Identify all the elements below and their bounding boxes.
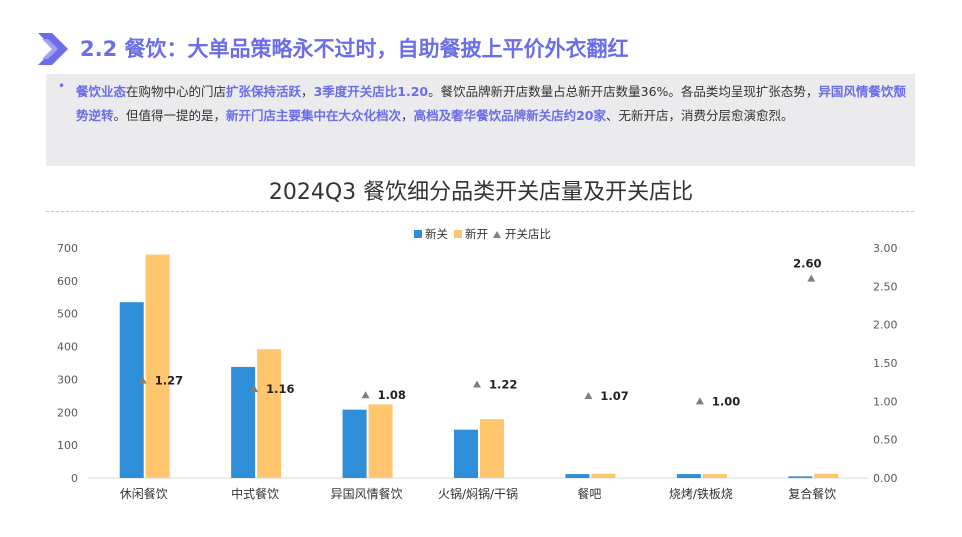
summary-part: 扩张保持活跃 [226,84,302,99]
right-axis-tick-label: 1.00 [873,395,898,408]
left-axis-tick-label: 700 [57,242,78,255]
left-axis-tick-label: 600 [57,275,78,288]
ratio-data-label: 1.16 [266,382,294,396]
x-axis-category-label: 异国风情餐饮 [331,486,403,501]
ratio-data-label: 2.60 [793,257,821,271]
left-axis-tick-label: 400 [57,341,78,354]
bar-new-close [342,409,367,478]
ratio-marker [250,385,259,393]
page-title: 2.2 餐饮：大单品策略永不过时，自助餐披上平价外衣翻红 [80,37,629,61]
summary-part: 。餐饮品牌新开店数量占总新开店数量36%。各品类均呈现扩张态势， [428,84,819,99]
legend-swatch-new-close [414,230,422,238]
bar-new-open [368,404,393,478]
summary-part: 、无新开店，消费分层愈演愈烈。 [605,108,794,123]
legend-label-new-close: 新关 [425,227,448,241]
ratio-data-label: 1.27 [155,374,183,388]
summary-part: 在购物中心的门店 [126,84,227,99]
summary-box: • 餐饮业态在购物中心的门店扩张保持活跃，3季度开关店比1.20。餐饮品牌新开店… [46,74,915,166]
right-axis-tick-label: 0.50 [873,434,898,447]
summary-part: 异国风情餐饮颓势逆转 [76,84,906,123]
ratio-marker [584,391,593,399]
bar-new-open [480,419,504,478]
bar-new-open [145,254,170,478]
legend-swatch-ratio [493,231,501,238]
x-axis-category-label: 烧烤/铁板烧 [669,486,733,501]
left-axis-tick-label: 200 [57,406,78,419]
ratio-marker [361,391,370,399]
summary-text: 餐饮业态在购物中心的门店扩张保持活跃，3季度开关店比1.20。餐饮品牌新开店数量… [76,80,912,128]
legend-swatch-new-open [454,230,462,238]
right-axis-tick-label: 2.50 [873,280,898,293]
ratio-data-label: 1.08 [378,388,406,402]
chart-title: 2024Q3 餐饮细分品类开关店量及开关店比 [268,180,694,205]
bar-new-close [565,474,590,478]
left-axis-tick-label: 100 [57,439,78,452]
x-axis-category-label: 火锅/焖锅/干锅 [438,486,518,501]
bar-new-close [676,474,701,478]
bar-new-close [119,302,144,478]
right-axis-tick-label: 2.00 [873,319,898,332]
summary-part: 。但值得一提的是， [113,108,227,123]
bar-new-close [454,429,478,478]
bar-new-open [702,474,727,478]
ratio-data-label: 1.22 [489,377,517,391]
ratio-marker [138,376,147,384]
left-axis-tick-label: 300 [57,373,78,386]
right-axis-tick-label: 3.00 [873,242,898,255]
right-axis-tick-label: 0.00 [873,472,898,485]
bar-new-close [231,366,256,478]
summary-bullet: • [58,79,66,93]
ratio-marker [807,274,816,282]
ratio-data-label: 1.00 [712,394,740,408]
summary-part: 高档及奢华餐饮品牌新关店约20家 [413,108,606,123]
summary-part: ， [301,84,314,99]
x-axis-category-label: 休闲餐饮 [120,486,168,501]
bar-new-close [788,476,813,478]
x-axis-category-label: 中式餐饮 [231,486,279,501]
summary-part: 餐饮业态 [76,84,127,99]
ratio-data-label: 1.07 [600,389,628,403]
bar-new-open [591,473,616,478]
bar-new-open [257,349,282,478]
x-axis-category-label: 复合餐饮 [788,486,836,501]
summary-part: 3季度开关店比1.20 [313,84,429,99]
summary-part: 新开门店主要集中在大众化档次 [226,108,402,123]
left-axis-tick-label: 0 [71,472,78,485]
summary-part: ， [401,108,414,123]
ratio-marker [473,380,481,388]
x-axis-category-label: 餐吧 [577,486,601,501]
right-axis-tick-label: 1.50 [873,357,898,370]
left-axis-tick-label: 500 [57,308,78,321]
bar-new-open [814,473,839,478]
ratio-marker [695,397,704,405]
title-divider [46,211,914,212]
section-chevron-icon [38,33,68,65]
legend-label-new-open: 新开 [465,227,488,241]
legend-label-ratio: 开关店比 [505,227,551,241]
